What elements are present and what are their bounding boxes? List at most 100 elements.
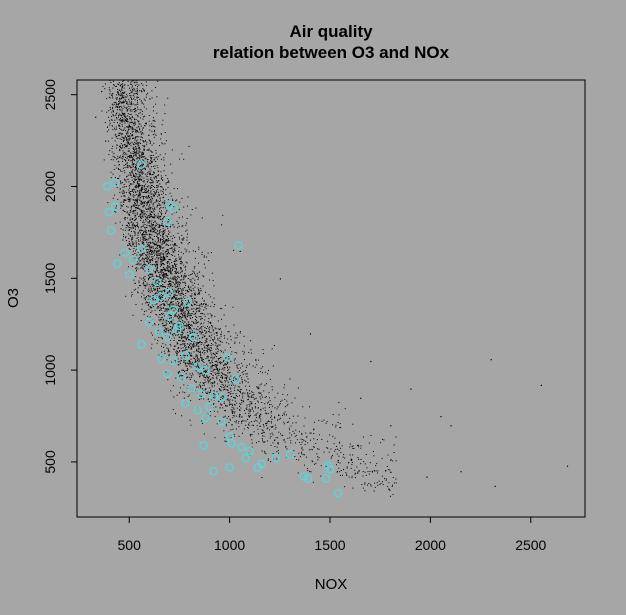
data-point bbox=[135, 199, 137, 201]
data-point bbox=[134, 121, 136, 123]
data-point bbox=[141, 166, 143, 168]
data-point bbox=[242, 420, 244, 422]
data-point bbox=[127, 229, 129, 231]
data-point bbox=[189, 326, 191, 328]
data-point bbox=[122, 186, 124, 188]
data-point bbox=[203, 371, 205, 373]
data-point bbox=[159, 201, 161, 202]
data-point bbox=[147, 315, 149, 317]
data-point bbox=[119, 98, 121, 100]
data-point bbox=[113, 122, 115, 123]
data-point bbox=[176, 352, 178, 354]
data-point bbox=[248, 403, 250, 405]
data-point bbox=[306, 436, 308, 438]
data-point bbox=[149, 181, 151, 183]
data-point bbox=[252, 365, 254, 367]
data-point bbox=[187, 233, 188, 235]
data-point bbox=[239, 395, 240, 397]
data-point bbox=[300, 438, 302, 440]
data-point bbox=[227, 367, 228, 369]
data-point bbox=[123, 195, 125, 197]
data-point bbox=[141, 226, 143, 228]
data-point bbox=[120, 207, 122, 209]
data-point bbox=[289, 417, 291, 419]
data-point bbox=[209, 339, 211, 341]
data-point bbox=[133, 174, 134, 176]
data-point bbox=[148, 233, 150, 235]
data-point bbox=[150, 211, 152, 212]
data-point bbox=[127, 244, 128, 246]
data-point bbox=[309, 471, 311, 472]
data-point bbox=[178, 256, 180, 258]
data-point bbox=[158, 193, 160, 195]
data-point bbox=[150, 224, 152, 226]
data-point bbox=[157, 289, 159, 291]
data-point bbox=[156, 314, 158, 316]
data-point bbox=[181, 302, 183, 304]
data-point bbox=[274, 416, 276, 418]
data-point bbox=[184, 273, 186, 275]
data-point bbox=[180, 288, 182, 290]
data-point bbox=[191, 372, 193, 374]
data-point bbox=[214, 396, 216, 398]
data-point bbox=[177, 343, 179, 344]
data-point bbox=[189, 279, 191, 281]
data-point bbox=[121, 101, 123, 103]
data-point bbox=[159, 183, 161, 185]
data-point bbox=[140, 130, 142, 132]
data-point bbox=[286, 448, 288, 450]
data-point bbox=[190, 324, 191, 326]
data-point bbox=[133, 219, 135, 221]
data-point bbox=[128, 116, 130, 118]
data-point bbox=[172, 323, 174, 325]
data-point bbox=[143, 188, 145, 190]
data-point bbox=[167, 181, 169, 183]
data-point bbox=[272, 458, 274, 460]
data-point bbox=[236, 396, 238, 397]
data-point bbox=[159, 263, 161, 265]
data-point bbox=[235, 393, 237, 395]
data-point bbox=[148, 115, 150, 116]
data-point bbox=[179, 350, 181, 352]
data-point bbox=[125, 236, 127, 238]
data-point bbox=[174, 244, 176, 245]
data-point bbox=[206, 331, 208, 333]
data-point bbox=[167, 292, 169, 294]
data-point bbox=[157, 340, 159, 341]
data-point bbox=[164, 331, 166, 333]
data-point bbox=[210, 390, 211, 392]
data-point bbox=[122, 91, 124, 93]
data-point bbox=[236, 352, 238, 354]
data-point bbox=[253, 410, 254, 412]
data-point bbox=[165, 239, 167, 241]
data-point bbox=[116, 118, 118, 120]
data-point bbox=[168, 259, 170, 260]
data-point bbox=[151, 161, 152, 163]
data-point bbox=[264, 452, 266, 454]
data-point bbox=[121, 98, 122, 100]
data-point bbox=[133, 163, 135, 165]
data-point bbox=[145, 233, 147, 235]
data-point bbox=[128, 155, 130, 157]
data-point bbox=[237, 367, 239, 369]
data-point bbox=[161, 214, 163, 216]
data-point bbox=[126, 110, 128, 112]
data-point bbox=[251, 407, 253, 409]
data-point bbox=[245, 370, 246, 371]
data-point bbox=[175, 351, 177, 353]
data-point bbox=[227, 389, 229, 391]
data-point bbox=[137, 96, 139, 98]
data-point bbox=[118, 107, 120, 109]
data-point bbox=[121, 111, 123, 113]
data-point bbox=[195, 356, 197, 358]
data-point bbox=[122, 86, 123, 88]
data-point bbox=[165, 270, 166, 272]
data-point bbox=[178, 336, 180, 338]
data-point bbox=[301, 432, 303, 434]
data-point bbox=[380, 482, 382, 484]
data-point bbox=[158, 272, 159, 274]
data-point bbox=[136, 93, 138, 95]
data-point bbox=[133, 175, 134, 177]
data-point bbox=[140, 169, 142, 171]
data-point bbox=[204, 389, 206, 391]
